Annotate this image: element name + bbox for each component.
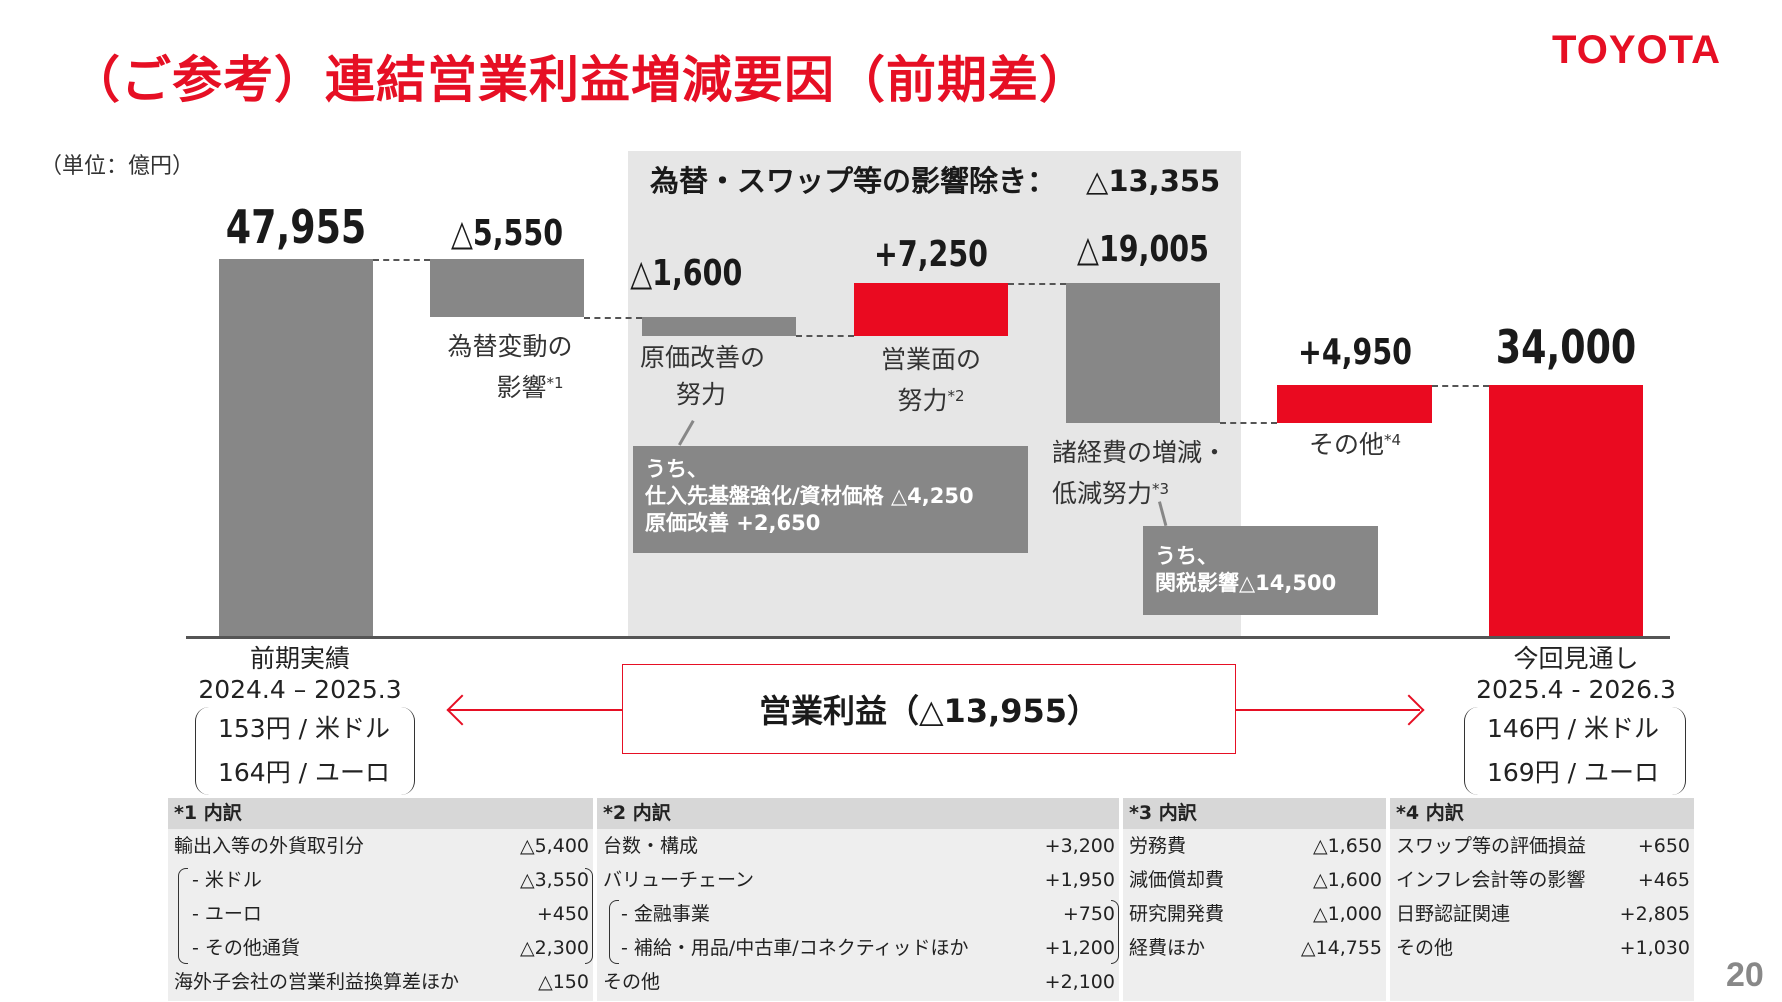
current-fx-rates: 146円 / 米ドル 169円 / ユーロ <box>1464 707 1686 795</box>
current-period-label: 今回見通し 2025.4 - 2026.3 <box>1476 644 1676 704</box>
bar-other-value: +4,950 <box>1297 332 1413 373</box>
bar-fx-category: 為替変動の 影響*1 <box>447 332 573 402</box>
bar-expenses-value: △19,005 <box>1077 229 1209 270</box>
table-title: *1 内訳 <box>168 798 593 829</box>
unit-label: （単位：億円） <box>40 154 195 179</box>
tariff-callout: うち、 関税影響△14,500 <box>1143 526 1378 615</box>
table-title: *3 内訳 <box>1123 798 1386 829</box>
toyota-logo: TOYOTA <box>1552 28 1721 72</box>
table-row: スワップ等の評価損益 +650 <box>1396 835 1690 857</box>
bar-fx-impact <box>430 259 584 317</box>
excluding-fx-label: 為替・スワップ等の影響除き： <box>650 164 1057 198</box>
bar-prior-result <box>219 259 373 637</box>
table-row: 減価償却費 △1,600 <box>1129 869 1382 891</box>
connector <box>1008 283 1066 285</box>
cost-breakdown-callout: うち、 仕入先基盤強化/資材価格 △4,250 原価改善 +2,650 <box>633 446 1028 553</box>
table-row: 経費ほか △14,755 <box>1129 937 1382 959</box>
prior-fx-rates: 153円 / 米ドル 164円 / ユーロ <box>195 707 415 795</box>
bar-cost-reduction <box>642 317 796 336</box>
table-row: 労務費 △1,650 <box>1129 835 1382 857</box>
operating-income-box: 営業利益（△13,955） <box>622 664 1236 754</box>
table-row: - その他通貨 △2,300 <box>192 937 589 959</box>
bracket <box>178 868 188 964</box>
bar-cost-category: 原価改善の 努力 <box>640 343 766 409</box>
chart-baseline <box>186 636 1670 639</box>
prior-period-label: 前期実績 2024.4 – 2025.3 <box>198 644 402 704</box>
connector <box>1220 422 1277 424</box>
table-row: バリューチェーン +1,950 <box>603 869 1115 891</box>
right-arrow-line <box>1236 709 1420 711</box>
table-title: *2 内訳 <box>597 798 1119 829</box>
bar-other <box>1277 385 1432 423</box>
bracket <box>1111 900 1119 964</box>
table-row: 海外子会社の営業利益換算差ほか △150 <box>174 971 589 993</box>
table-row: 台数・構成 +3,200 <box>603 835 1115 857</box>
breakdown-table-3: *3 内訳 労務費 △1,650 減価償却費 △1,600 研究開発費 △1,000 … <box>1123 798 1386 1001</box>
table-row: - 金融事業 +750 <box>621 903 1115 925</box>
page-title: （ご参考）連結営業利益増減要因（前期差） <box>70 51 1090 109</box>
bar-sales-efforts <box>854 283 1008 336</box>
table-row: その他 +2,100 <box>603 971 1115 993</box>
table-row: 輸出入等の外貨取引分 △5,400 <box>174 835 589 857</box>
bar-other-category: その他*4 <box>1308 430 1402 459</box>
table-row: - 米ドル △3,550 <box>192 869 589 891</box>
table-row: その他 +1,030 <box>1396 937 1690 959</box>
page-number: 20 <box>1726 956 1764 994</box>
bracket <box>585 868 593 964</box>
breakdown-table-1: *1 内訳 輸出入等の外貨取引分 △5,400 - 米ドル △3,550 - ユーロ… <box>168 798 593 1001</box>
bar-expenses <box>1066 283 1220 423</box>
table-row: 研究開発費 △1,000 <box>1129 903 1382 925</box>
excluding-fx-title: 為替・スワップ等の影響除き： △13,355 <box>650 158 1220 200</box>
breakdown-table-4: *4 内訳 スワップ等の評価損益 +650 インフレ会計等の影響 +465 日野認証… <box>1390 798 1694 1001</box>
bar-sales-value: +7,250 <box>873 234 989 275</box>
connector <box>584 317 642 319</box>
connector <box>373 259 430 261</box>
connector <box>796 335 854 337</box>
excluding-fx-value: △13,355 <box>1086 164 1221 198</box>
bar-sales-category: 営業面の 努力*2 <box>880 345 981 415</box>
bar-forecast-value: 34,000 <box>1495 320 1637 374</box>
connector <box>1432 385 1489 387</box>
left-arrow-icon <box>446 694 478 726</box>
table-row: 日野認証関連 +2,805 <box>1396 903 1690 925</box>
bar-prior-value: 47,955 <box>225 200 367 254</box>
table-title: *4 内訳 <box>1390 798 1694 829</box>
bar-fx-value: △5,550 <box>450 213 564 254</box>
bracket <box>609 900 619 964</box>
table-row: インフレ会計等の影響 +465 <box>1396 869 1690 891</box>
breakdown-table-2: *2 内訳 台数・構成 +3,200 バリューチェーン +1,950 - 金融事業 +… <box>597 798 1119 1001</box>
left-arrow-line <box>448 709 622 711</box>
table-row: - 補給・用品/中古車/コネクティッドほか +1,200 <box>621 937 1115 959</box>
bar-forecast <box>1489 385 1643 637</box>
bar-expenses-category: 諸経費の増減・ 低減努力*3 <box>1052 438 1228 508</box>
bar-cost-value: △1,600 <box>630 253 743 294</box>
right-arrow-icon <box>1393 694 1425 726</box>
table-row: - ユーロ +450 <box>192 903 589 925</box>
